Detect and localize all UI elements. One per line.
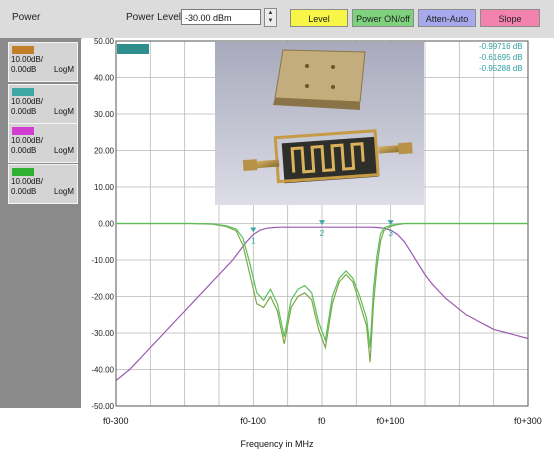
trace-ref: 0.00dB xyxy=(11,187,37,196)
x-tick-label: f0+300 xyxy=(514,416,542,426)
trace-color-tag xyxy=(12,168,34,176)
marker-triangle xyxy=(319,220,325,226)
y-tick-label: -30.00 xyxy=(91,329,114,338)
filter-photo xyxy=(215,42,424,205)
trace-color-tag xyxy=(12,88,34,96)
atten-auto-button[interactable]: Atten-Auto xyxy=(418,9,476,27)
x-tick-label: f0 xyxy=(318,416,326,426)
trace-ref: 0.00dB xyxy=(11,146,37,155)
y-tick-label: 50.00 xyxy=(94,38,115,46)
trace-panel-3[interactable]: 10.00dB/ 0.00dB LogM xyxy=(8,123,78,163)
y-tick-label: 10.00 xyxy=(94,183,115,192)
trace-scale: 10.00dB/ xyxy=(11,136,44,145)
series-line-3 xyxy=(116,222,528,348)
trace-panel-1[interactable]: 10.00dB/ 0.00dB LogM xyxy=(8,42,78,82)
y-tick-label: -10.00 xyxy=(91,256,114,265)
trace-ref: 0.00dB xyxy=(11,107,37,116)
toolbar: Power Power Level -30.00 dBm ▲ ▼ Level P… xyxy=(0,0,554,39)
trace-format: LogM xyxy=(53,107,74,116)
y-tick-label: -20.00 xyxy=(91,293,114,302)
x-axis-label: Frequency in MHz xyxy=(240,439,314,449)
trace-ref: 0.00dB xyxy=(11,65,37,74)
spin-up-icon[interactable]: ▲ xyxy=(267,10,274,16)
series-line-1 xyxy=(115,226,529,381)
x-tick-label: f0-100 xyxy=(240,416,266,426)
y-tick-label: 30.00 xyxy=(94,110,115,119)
y-tick-label: 20.00 xyxy=(94,147,115,156)
marker-readout-3: -0.95288 dB xyxy=(479,64,523,73)
power-onoff-button[interactable]: Power ON/off xyxy=(352,9,414,27)
trace-color-tag xyxy=(12,127,34,135)
marker-readout-2: -0.61695 dB xyxy=(479,53,523,62)
power-level-spinner[interactable]: ▲ ▼ xyxy=(264,8,277,27)
marker-label: 1 xyxy=(251,236,256,245)
y-tick-label: -40.00 xyxy=(91,366,114,375)
trace-color-tag xyxy=(12,46,34,54)
marker-label: 2 xyxy=(320,229,325,238)
slope-button[interactable]: Slope xyxy=(480,9,540,27)
trace-scale: 10.00dB/ xyxy=(11,55,44,64)
trace-format: LogM xyxy=(53,65,74,74)
spin-down-icon[interactable]: ▼ xyxy=(267,18,274,24)
power-level-label: Power Level xyxy=(126,12,182,23)
series-line-2 xyxy=(116,222,528,363)
trace-sidebar: 10.00dB/ 0.00dB LogM 10.00dB/ 0.00dB Log… xyxy=(0,38,81,408)
trace-scale: 10.00dB/ xyxy=(11,177,44,186)
marker-readout-1: -0.99716 dB xyxy=(479,42,523,51)
y-tick-label: -50.00 xyxy=(91,402,114,410)
active-marker-chip[interactable] xyxy=(117,44,149,54)
marker-triangle xyxy=(250,227,257,233)
marker-triangle xyxy=(387,220,394,226)
toolbar-title: Power xyxy=(12,12,41,23)
trace-format: LogM xyxy=(53,187,74,196)
level-button[interactable]: Level xyxy=(290,9,348,27)
power-level-input[interactable]: -30.00 dBm xyxy=(181,9,261,25)
trace-panel-4[interactable]: 10.00dB/ 0.00dB LogM xyxy=(8,164,78,204)
y-tick-label: 40.00 xyxy=(94,74,115,83)
y-tick-label: 0.00 xyxy=(98,220,114,229)
trace-panel-2[interactable]: 10.00dB/ 0.00dB LogM xyxy=(8,84,78,124)
x-tick-label: f0+100 xyxy=(376,416,405,426)
trace-scale: 10.00dB/ xyxy=(11,97,44,106)
x-tick-label: f0-300 xyxy=(103,416,129,426)
marker-label: 3 xyxy=(388,229,393,238)
trace-format: LogM xyxy=(53,146,74,155)
